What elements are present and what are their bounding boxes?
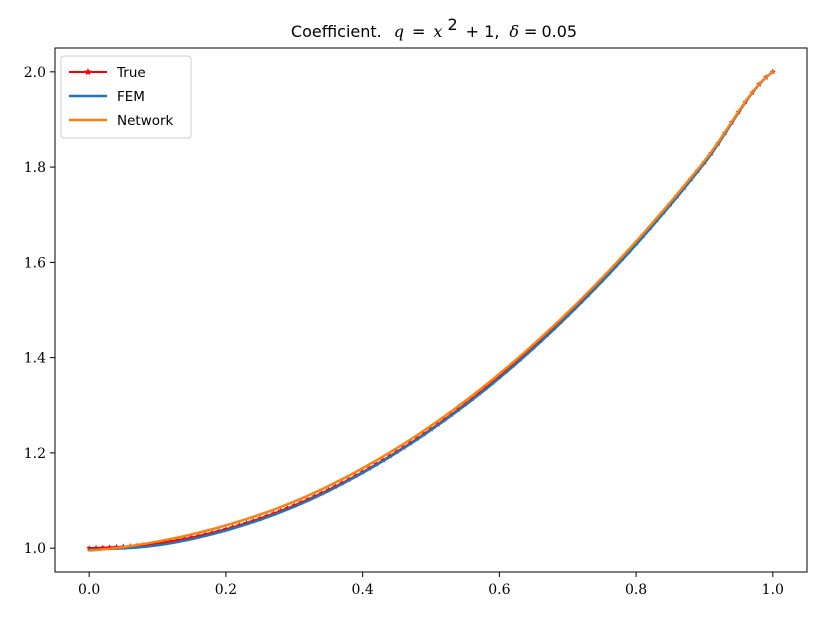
- y-tick-label: 1.8: [24, 160, 46, 176]
- x-tick-label: 0.6: [488, 582, 510, 598]
- title-exponent: 2: [447, 15, 457, 34]
- chart-title: Coefficient. q = x 2 + 1, δ = 0.05: [291, 15, 577, 41]
- title-q-var: q: [394, 22, 404, 41]
- title-delta-value: 0.05: [541, 22, 577, 41]
- x-tick-label: 0.0: [78, 582, 100, 598]
- y-tick-label: 1.0: [24, 541, 46, 557]
- plot-frame: [54, 47, 808, 573]
- x-tick-label: 0.2: [215, 582, 237, 598]
- legend-box: [60, 55, 192, 139]
- y-tick-label: 1.4: [24, 351, 46, 367]
- y-axis: 1.0 1.2 1.4 1.6 1.8 2.0: [24, 65, 55, 557]
- series-line-fem: [87, 70, 775, 551]
- title-prefix: Coefficient.: [291, 22, 382, 41]
- title-delta: δ: [509, 22, 519, 41]
- series-line-network: [87, 70, 775, 552]
- legend: True FEM Network: [60, 55, 192, 139]
- title-x-var: x: [433, 22, 442, 41]
- x-tick-label: 0.4: [352, 582, 374, 598]
- x-tick-label: 1.0: [762, 582, 784, 598]
- y-tick-label: 2.0: [24, 65, 46, 81]
- legend-label-true: True: [116, 65, 146, 81]
- title-delta-eq: =: [524, 22, 537, 41]
- legend-marker-true: [84, 68, 92, 76]
- legend-label-fem: FEM: [117, 89, 145, 105]
- legend-label-network: Network: [117, 113, 174, 129]
- series-layer: [86, 68, 776, 552]
- y-tick-label: 1.6: [24, 255, 46, 271]
- x-tick-label: 0.8: [625, 582, 647, 598]
- title-plus-one: + 1,: [466, 22, 500, 41]
- title-equals: =: [412, 22, 425, 41]
- x-axis: 0.0 0.2 0.4 0.6 0.8 1.0: [78, 572, 784, 598]
- y-tick-label: 1.2: [24, 446, 46, 462]
- series-line-true: [88, 70, 774, 550]
